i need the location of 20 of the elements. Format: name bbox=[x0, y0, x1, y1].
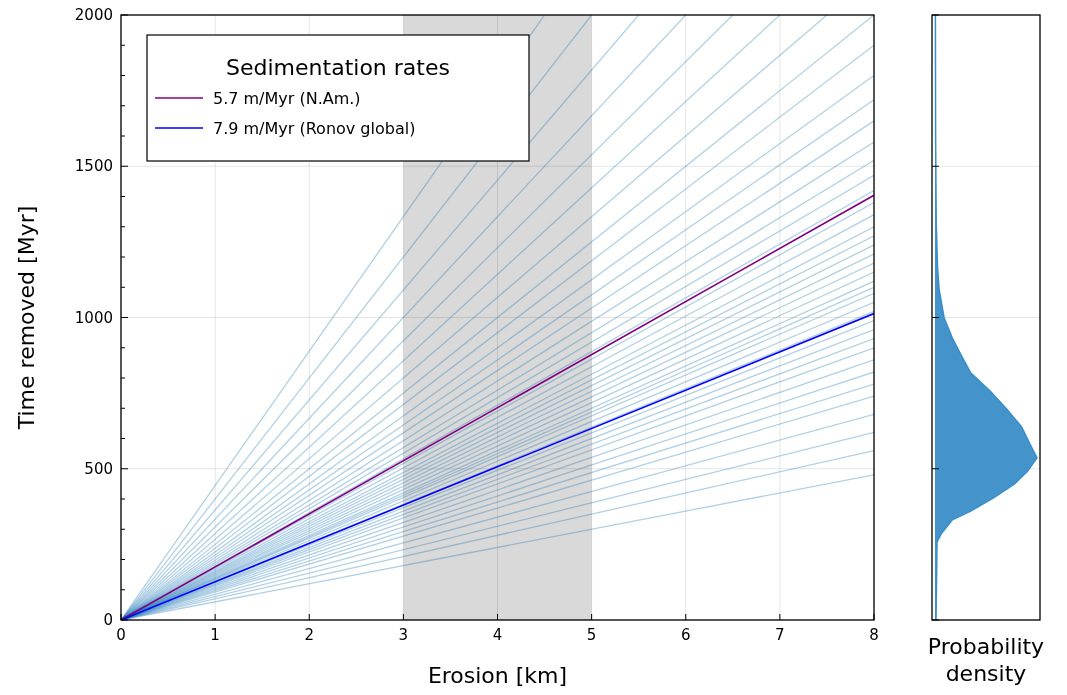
x-tick-label: 1 bbox=[210, 626, 220, 644]
legend-label: 7.9 m/Myr (Ronov global) bbox=[213, 119, 416, 138]
y-axis-title: Time removed [Myr] bbox=[14, 205, 39, 431]
x-tick-label: 5 bbox=[586, 626, 597, 644]
y-tick-label: 1500 bbox=[74, 157, 113, 176]
x-axis-title: Probability density bbox=[927, 634, 1045, 686]
y-tick-label: 500 bbox=[84, 459, 113, 478]
y-tick-label: 1000 bbox=[74, 308, 113, 327]
x-axis-title: Erosion [km] bbox=[427, 663, 568, 688]
legend-title: Sedimentation rates bbox=[226, 55, 450, 80]
x-tick-label: 6 bbox=[680, 626, 691, 644]
x-tick-label: 4 bbox=[492, 626, 503, 644]
x-tick-label: 3 bbox=[398, 626, 409, 644]
x-tick-label: 8 bbox=[869, 626, 879, 644]
x-tick-label: 7 bbox=[775, 626, 785, 644]
y-tick-label: 0 bbox=[103, 611, 113, 629]
y-tick-label: 2000 bbox=[74, 6, 113, 24]
x-tick-label: 2 bbox=[304, 626, 315, 644]
x-tick-label: 0 bbox=[116, 626, 126, 644]
legend-label: 5.7 m/Myr (N.Am.) bbox=[213, 89, 361, 108]
